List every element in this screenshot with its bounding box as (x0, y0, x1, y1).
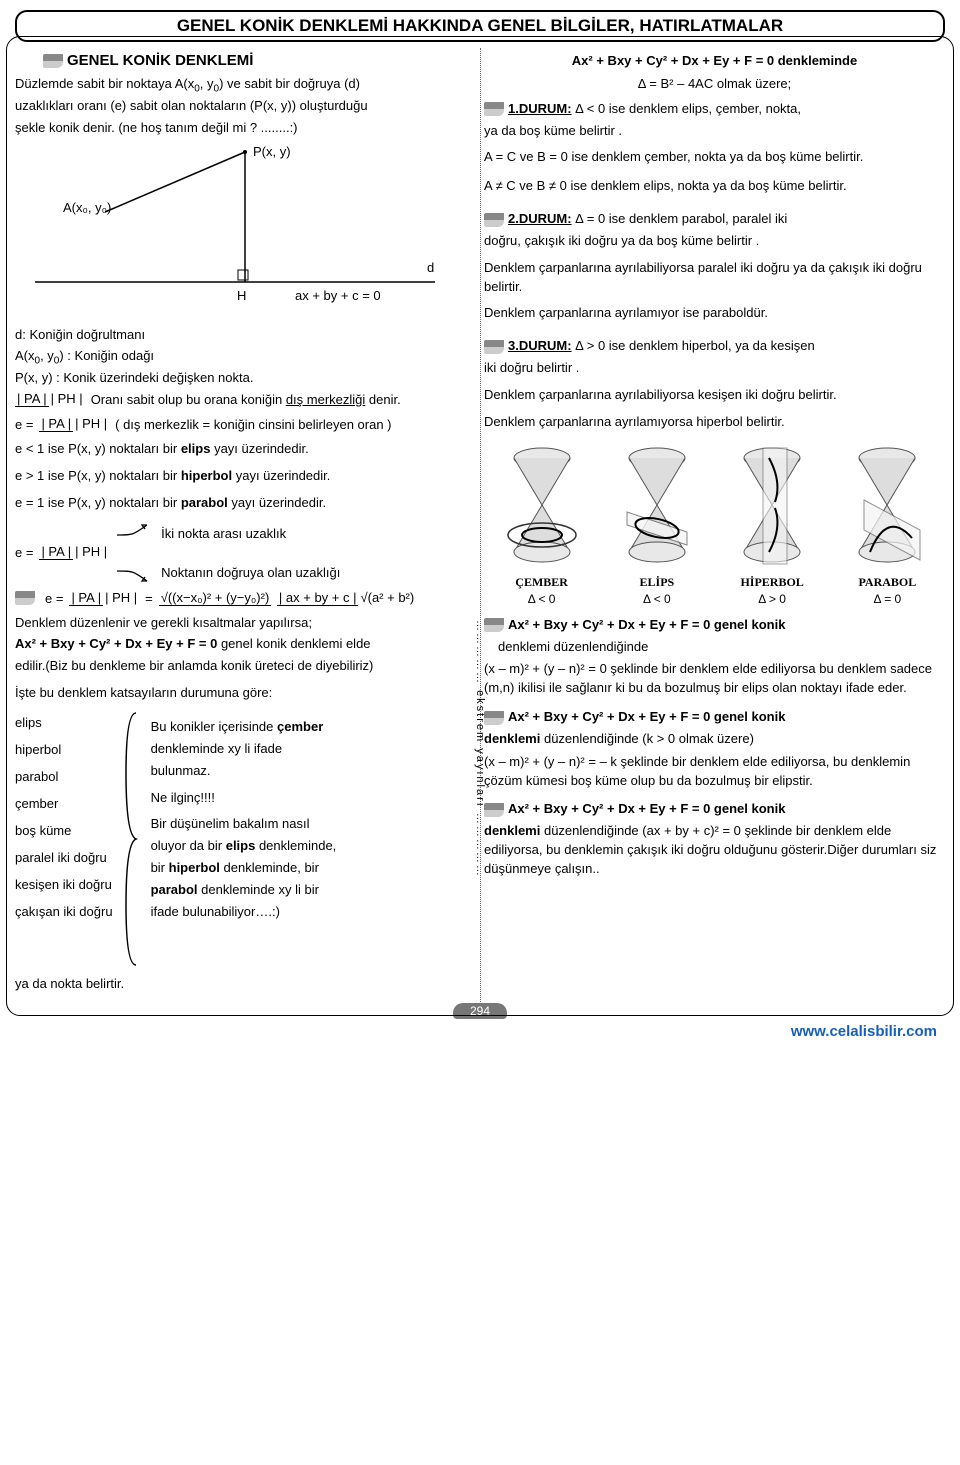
list-item: çember (15, 796, 113, 811)
note: parabol denkleminde xy li bir (151, 881, 476, 900)
left-column: GENEL KONİK DENKLEMİ Düzlemde sabit bir … (15, 48, 476, 997)
r-title: Ax² + Bxy + Cy² + Dx + Ey + F = 0 denkle… (484, 52, 945, 71)
gk1: Ax² + Bxy + Cy² + Dx + Ey + F = 0 genel … (484, 616, 945, 635)
ane: A ≠ C ve B ≠ 0 ise denklem elips, nokta … (484, 177, 945, 196)
gk5: Ax² + Bxy + Cy² + Dx + Ey + F = 0 genel … (484, 800, 945, 819)
durum3d: Denklem çarpanlarına ayrılamıyorsa hiper… (484, 413, 945, 432)
label-line: ax + by + c = 0 (295, 288, 381, 303)
durum2c: Denklem çarpanlarına ayrılabiliyorsa par… (484, 259, 945, 297)
flag-icon (43, 54, 63, 68)
cone-figures: ÇEMBERΔ < 0 ELİPSΔ < 0 HİPERBOLΔ > 0 PAR… (484, 440, 945, 606)
list-item: hiperbol (15, 742, 113, 757)
note: Bir düşünelim bakalım nasıl (151, 815, 476, 834)
list-item: paralel iki doğru (15, 850, 113, 865)
durum2d: Denklem çarpanlarına ayrılamıyor ise par… (484, 304, 945, 323)
def-d: d: Koniğin doğrultmanı (15, 326, 476, 345)
section-title: GENEL KONİK DENKLEMİ (43, 52, 476, 69)
def-P: P(x, y) : Konik üzerindeki değişken nokt… (15, 369, 476, 388)
flag-icon (15, 591, 35, 605)
durum3c: Denklem çarpanlarına ayrılabiliyorsa kes… (484, 386, 945, 405)
r-delta: Δ = B² – 4AC olmak üzere; (484, 75, 945, 94)
cone-hiperbol: HİPERBOLΔ > 0 (717, 440, 828, 606)
durum2: 2.DURUM: Δ = 0 ise denklem parabol, para… (484, 210, 945, 229)
page-number: 294 (453, 1003, 507, 1019)
e-lt: e < 1 ise P(x, y) noktaları bir elips ya… (15, 440, 476, 459)
flag-icon (484, 711, 504, 725)
conic-diagram: P(x, y) A(x₀, y₀) H d ax + by + c = 0 (15, 142, 476, 322)
iste: İşte bu denklem katsayıların durumuna gö… (15, 684, 476, 703)
dz: Denklem düzenlenir ve gerekli kısaltmala… (15, 614, 476, 633)
ratio-line: | PA || PH | Oranı sabit olup bu orana k… (15, 392, 476, 407)
cone-elips: ELİPSΔ < 0 (602, 440, 713, 606)
flag-icon (484, 102, 504, 116)
durum2b: doğru, çakışık iki doğru ya da boş küme … (484, 232, 945, 251)
e-eq: e = 1 ise P(x, y) noktaları bir parabol … (15, 494, 476, 513)
note: Bu konikler içerisinde çember (151, 718, 476, 737)
gk5b: denklemi düzenlendiğinde (ax + by + c)² … (484, 822, 945, 879)
gk2: (x – m)² + (y – n)² = 0 şeklinde bir den… (484, 660, 945, 698)
conic-list-block: elips hiperbol parabol çember boş küme p… (15, 709, 476, 969)
label-A: A(x₀, y₀) (63, 200, 111, 215)
note: bulunmaz. (151, 762, 476, 781)
vertical-publisher: …………… ekstrem yayınları …………… (474, 620, 486, 878)
e-def: e = | PA || PH | ( dış merkezlik = koniğ… (15, 417, 476, 432)
gk3: Ax² + Bxy + Cy² + Dx + Ey + F = 0 genel … (484, 708, 945, 727)
cone-parabol: PARABOLΔ = 0 (832, 440, 943, 606)
note: ifade bulunabiliyor….:) (151, 903, 476, 922)
label-H: H (237, 288, 246, 303)
intro-1: Düzlemde sabit bir noktaya A(x0, y0) ve … (15, 75, 476, 94)
durum1: 1.DURUM: Δ < 0 ise denklem elips, çember… (484, 100, 945, 119)
intro-3: şekle konik denir. (ne hoş tanım değil m… (15, 119, 476, 138)
note: Ne ilginç!!!! (151, 789, 476, 808)
list-item: parabol (15, 769, 113, 784)
flag-icon (484, 803, 504, 817)
note: bir hiperbol denkleminde, bir (151, 859, 476, 878)
ac: A = C ve B = 0 ise denklem çember, nokta… (484, 148, 945, 167)
flag-icon (484, 618, 504, 632)
label-d: d (427, 260, 434, 275)
genel: Ax² + Bxy + Cy² + Dx + Ey + F = 0 genel … (15, 635, 476, 654)
e-arrows: e = | PA || PH | İki nokta arası uzaklık… (15, 523, 476, 583)
right-column: Ax² + Bxy + Cy² + Dx + Ey + F = 0 denkle… (484, 48, 945, 997)
list-item: çakışan iki doğru (15, 904, 113, 919)
e-gt: e > 1 ise P(x, y) noktaları bir hiperbol… (15, 467, 476, 486)
list-item: kesişen iki doğru (15, 877, 113, 892)
def-A: A(x0, y0) : Koniğin odağı (15, 347, 476, 366)
list-item: elips (15, 715, 113, 730)
list-item: boş küme (15, 823, 113, 838)
note: denkleminde xy li ifade (151, 740, 476, 759)
footer-url: www.celalisbilir.com (15, 1021, 945, 1042)
intro-2: uzaklıkları oranı (e) sabit olan noktala… (15, 97, 476, 116)
cone-cember: ÇEMBERΔ < 0 (486, 440, 597, 606)
page-header: GENEL KONİK DENKLEMİ HAKKINDA GENEL BİLG… (15, 10, 945, 42)
gk1b: denklemi düzenlendiğinde (498, 638, 945, 657)
flag-icon (484, 340, 504, 354)
flag-icon (484, 213, 504, 227)
durum1b: ya da boş küme belirtir . (484, 122, 945, 141)
durum3: 3.DURUM: Δ > 0 ise denklem hiperbol, ya … (484, 337, 945, 356)
gk3b: denklemi düzenlendiğinde (k > 0 olmak üz… (484, 730, 945, 749)
note: oluyor da bir elips denkleminde, (151, 837, 476, 856)
gk4: (x – m)² + (y – n)² = – k şeklinde bir d… (484, 753, 945, 791)
label-P: P(x, y) (253, 144, 291, 159)
genel2: edilir.(Biz bu denkleme bir anlamda koni… (15, 657, 476, 676)
e-formula: e = | PA || PH | = √((x−x₀)² + (y−y₀)²) … (15, 591, 476, 606)
yadanokta: ya da nokta belirtir. (15, 975, 476, 994)
durum3b: iki doğru belirtir . (484, 359, 945, 378)
